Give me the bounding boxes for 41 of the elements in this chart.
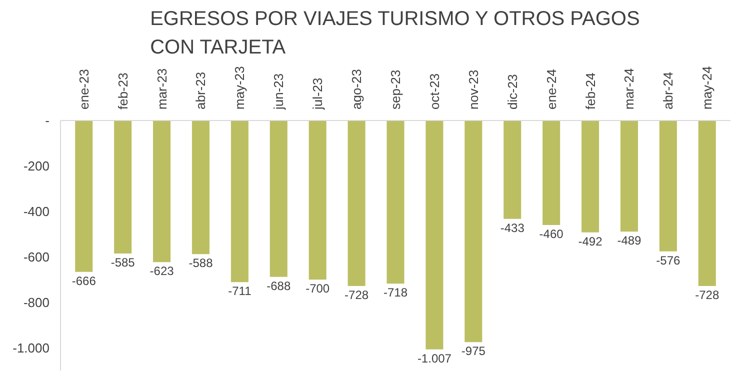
x-tick-label: ago-23 (349, 69, 364, 110)
x-tick-label: may-23 (232, 66, 248, 110)
x-tick-label: jul-23 (310, 78, 326, 110)
data-label: -728 (695, 288, 720, 302)
x-tick-label: feb-24 (582, 72, 598, 110)
y-tick-label: -400 (23, 204, 50, 219)
x-tick-label: sep-23 (388, 70, 403, 110)
y-tick-label: -1.000 (12, 340, 50, 356)
data-label: -1.007 (417, 351, 452, 366)
data-label: -576 (656, 253, 681, 268)
data-label: -489 (617, 234, 642, 248)
y-tick-label: -800 (23, 294, 50, 310)
x-tick-label: feb-23 (115, 72, 130, 110)
x-tick-label: abr-23 (193, 72, 208, 110)
x-tick-label: may-24 (700, 66, 715, 110)
x-tick-label: oct-23 (426, 73, 442, 110)
data-label: -688 (266, 278, 291, 293)
data-label: -588 (188, 256, 214, 270)
data-label: -460 (539, 227, 564, 242)
x-tick-label: abr-24 (660, 72, 676, 110)
data-label: -718 (383, 286, 408, 300)
y-tick-label: -600 (23, 249, 50, 264)
data-label: -711 (228, 284, 252, 298)
data-label: -700 (306, 282, 330, 296)
data-label: -492 (578, 234, 603, 248)
y-tick-label: - (45, 113, 50, 128)
data-label: -728 (344, 288, 369, 302)
x-tick-label: jun-23 (271, 73, 286, 110)
x-tick-label: nov-23 (466, 70, 481, 110)
data-label: -666 (72, 274, 96, 288)
data-label: -433 (500, 220, 525, 235)
chart-title: EGRESOS POR VIAJES TURISMO Y OTROS PAGOS CON TARJETA (150, 8, 640, 58)
data-label: -585 (110, 255, 136, 270)
x-tick-label: ene-24 (544, 69, 559, 110)
x-tick-label: mar-24 (622, 68, 637, 110)
data-label: -623 (150, 264, 174, 278)
x-tick-label: ene-23 (76, 69, 92, 110)
x-tick-label: mar-23 (154, 68, 170, 110)
data-label: -975 (461, 344, 486, 358)
x-tick-label: dic-23 (504, 74, 520, 110)
y-tick-label: -200 (23, 158, 50, 174)
